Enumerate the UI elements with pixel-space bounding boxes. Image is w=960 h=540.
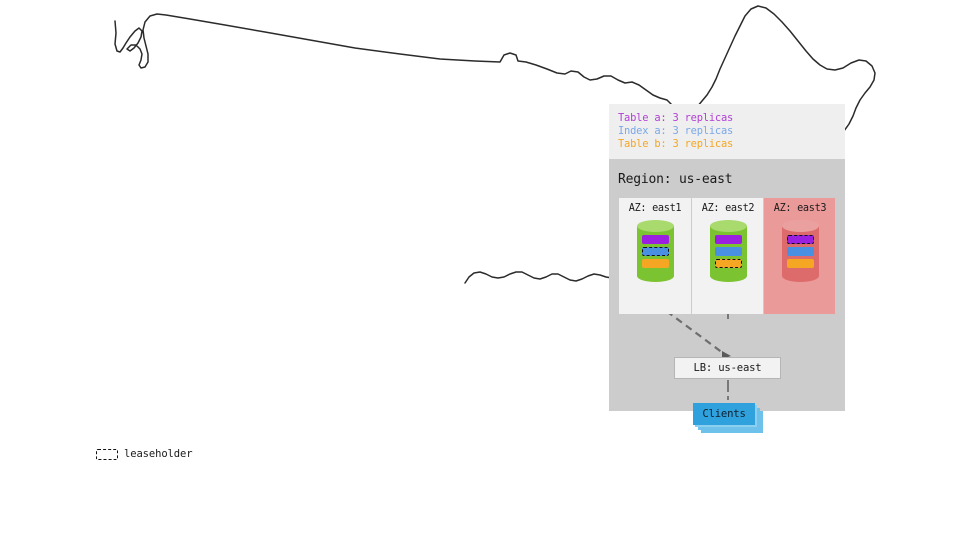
availability-zone-row: AZ: east1 AZ: east2 <box>619 198 835 314</box>
clients-label: Clients <box>702 408 746 420</box>
range-table-a-east3 <box>787 235 814 244</box>
cylinder-top <box>637 220 674 232</box>
region-title: Region: us-east <box>618 172 733 187</box>
az-box-east2[interactable]: AZ: east2 <box>691 198 763 314</box>
clients-card-front[interactable]: Clients <box>693 403 755 425</box>
cylinder-top <box>782 220 819 232</box>
az-label-east1: AZ: east1 <box>628 203 682 214</box>
dashed-rect-icon <box>96 448 118 460</box>
cylinder-top <box>710 220 747 232</box>
range-index-a-east3 <box>787 247 814 256</box>
region-body: Region: us-east AZ: east1 <box>609 159 845 433</box>
az-box-east3[interactable]: AZ: east3 <box>763 198 835 314</box>
leaseholder-legend-label: leaseholder <box>124 448 193 460</box>
load-balancer-label: LB: us-east <box>693 362 762 374</box>
range-table-b-east1 <box>642 259 669 268</box>
range-table-b-east2 <box>715 259 742 268</box>
node-cylinder-east3[interactable] <box>782 220 819 282</box>
range-table-b-east3 <box>787 259 814 268</box>
range-table-a-east2 <box>715 235 742 244</box>
replica-summary-line-table-a: Table a: 3 replicas <box>618 112 734 124</box>
az-box-east1[interactable]: AZ: east1 <box>619 198 691 314</box>
range-index-a-east1 <box>642 247 669 256</box>
range-index-a-east2 <box>715 247 742 256</box>
node-cylinder-east2[interactable] <box>710 220 747 282</box>
range-table-a-east1 <box>642 235 669 244</box>
load-balancer-box[interactable]: LB: us-east <box>674 357 781 379</box>
clients-stack[interactable]: Clients <box>693 403 763 433</box>
node-cylinder-east1[interactable] <box>637 220 674 282</box>
az-label-east3: AZ: east3 <box>773 203 827 214</box>
az-label-east2: AZ: east2 <box>701 203 755 214</box>
replica-summary-line-index-a: Index a: 3 replicas <box>618 125 734 138</box>
replica-summary-line-table-b: Table b: 3 replicas <box>618 138 734 151</box>
replica-summary: Table a: 3 replicas Index a: 3 replicas … <box>609 104 845 159</box>
leaseholder-legend: leaseholder <box>96 448 193 460</box>
region-panel: Table a: 3 replicas Index a: 3 replicas … <box>609 104 845 433</box>
